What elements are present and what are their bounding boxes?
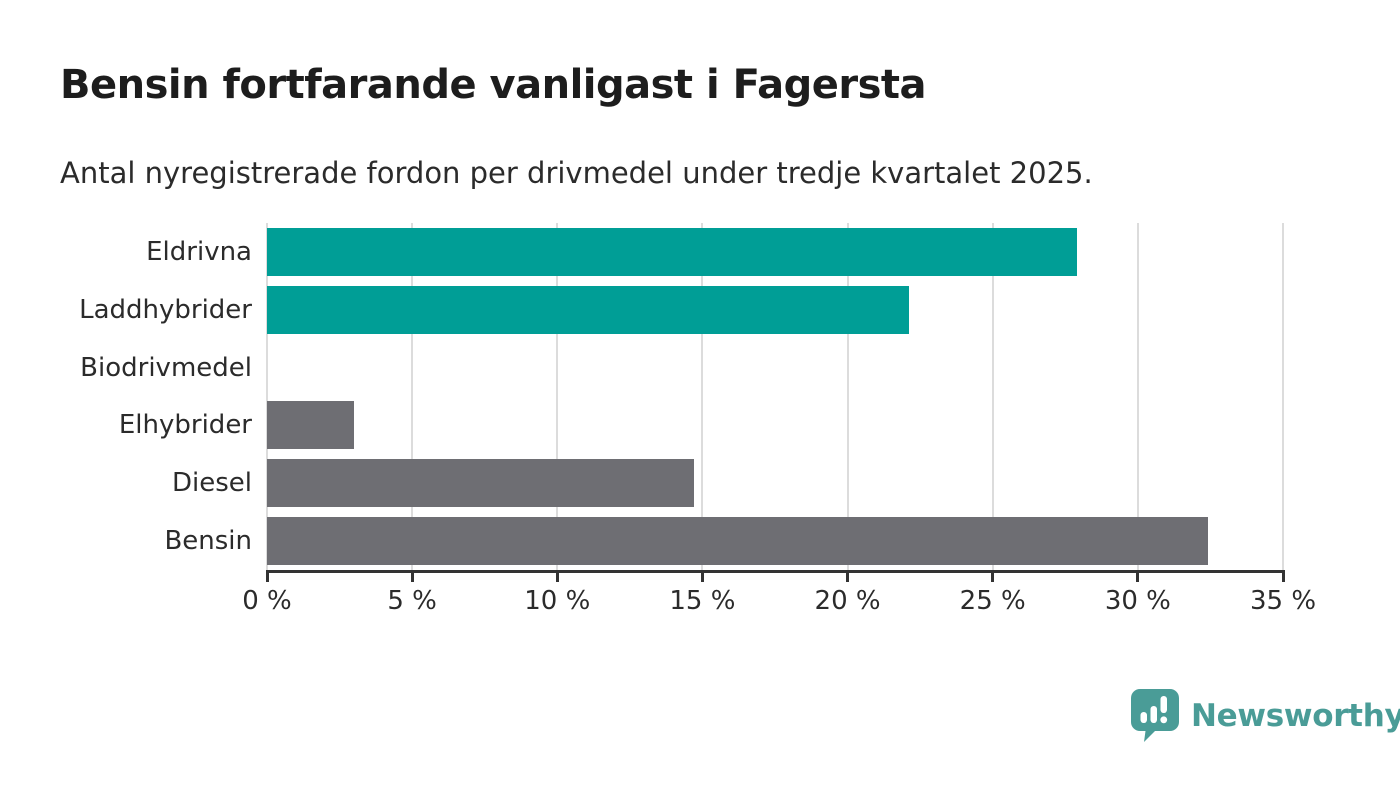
newsworthy-branding: Newsworthy xyxy=(1131,689,1400,743)
gridline xyxy=(991,223,994,570)
x-tick-label: 10 % xyxy=(524,586,591,616)
x-axis-line xyxy=(265,570,1285,573)
category-label: Eldrivna xyxy=(146,236,252,267)
x-axis-tick xyxy=(1281,570,1285,582)
x-axis-tick xyxy=(555,570,559,582)
x-axis-tick xyxy=(1136,570,1140,582)
logo-bar-short xyxy=(1140,712,1147,723)
bar xyxy=(267,459,694,508)
x-axis-tick xyxy=(991,570,995,582)
gridline xyxy=(1136,223,1139,570)
gridline xyxy=(701,223,704,570)
x-axis-tick xyxy=(700,570,704,582)
logo-exclamation-dot xyxy=(1160,716,1168,724)
gridline xyxy=(846,223,849,570)
category-label: Biodrivmedel xyxy=(80,352,252,383)
x-axis-tick xyxy=(410,570,414,582)
logo-exclamation-line xyxy=(1160,696,1167,713)
gridline xyxy=(556,223,559,570)
chart-subtitle: Antal nyregistrerade fordon per drivmede… xyxy=(60,156,1093,190)
x-axis-tick xyxy=(846,570,850,582)
x-tick-label: 25 % xyxy=(959,586,1026,616)
x-tick-label: 30 % xyxy=(1104,586,1171,616)
chart-title: Bensin fortfarande vanligast i Fagersta xyxy=(60,62,927,108)
x-tick-label: 15 % xyxy=(669,586,736,616)
gridline xyxy=(1282,223,1284,570)
logo-bar-tall xyxy=(1150,706,1157,723)
category-label: Elhybrider xyxy=(118,410,252,441)
newsworthy-logo-icon xyxy=(1131,689,1179,742)
x-tick-label: 20 % xyxy=(814,586,881,616)
gridline xyxy=(266,223,268,570)
bar xyxy=(267,227,1077,276)
bar xyxy=(267,285,909,334)
category-label: Diesel xyxy=(171,468,252,499)
newsworthy-logo-text: Newsworthy xyxy=(1191,698,1400,734)
x-axis-tick xyxy=(265,570,269,582)
x-tick-label: 35 % xyxy=(1249,586,1317,616)
category-label: Bensin xyxy=(164,526,252,557)
category-label: Laddhybrider xyxy=(79,294,252,325)
x-tick-label: 0 % xyxy=(242,586,292,616)
bar xyxy=(267,401,355,450)
gridline xyxy=(411,223,414,570)
bar xyxy=(267,517,1208,566)
x-tick-label: 5 % xyxy=(387,586,437,616)
